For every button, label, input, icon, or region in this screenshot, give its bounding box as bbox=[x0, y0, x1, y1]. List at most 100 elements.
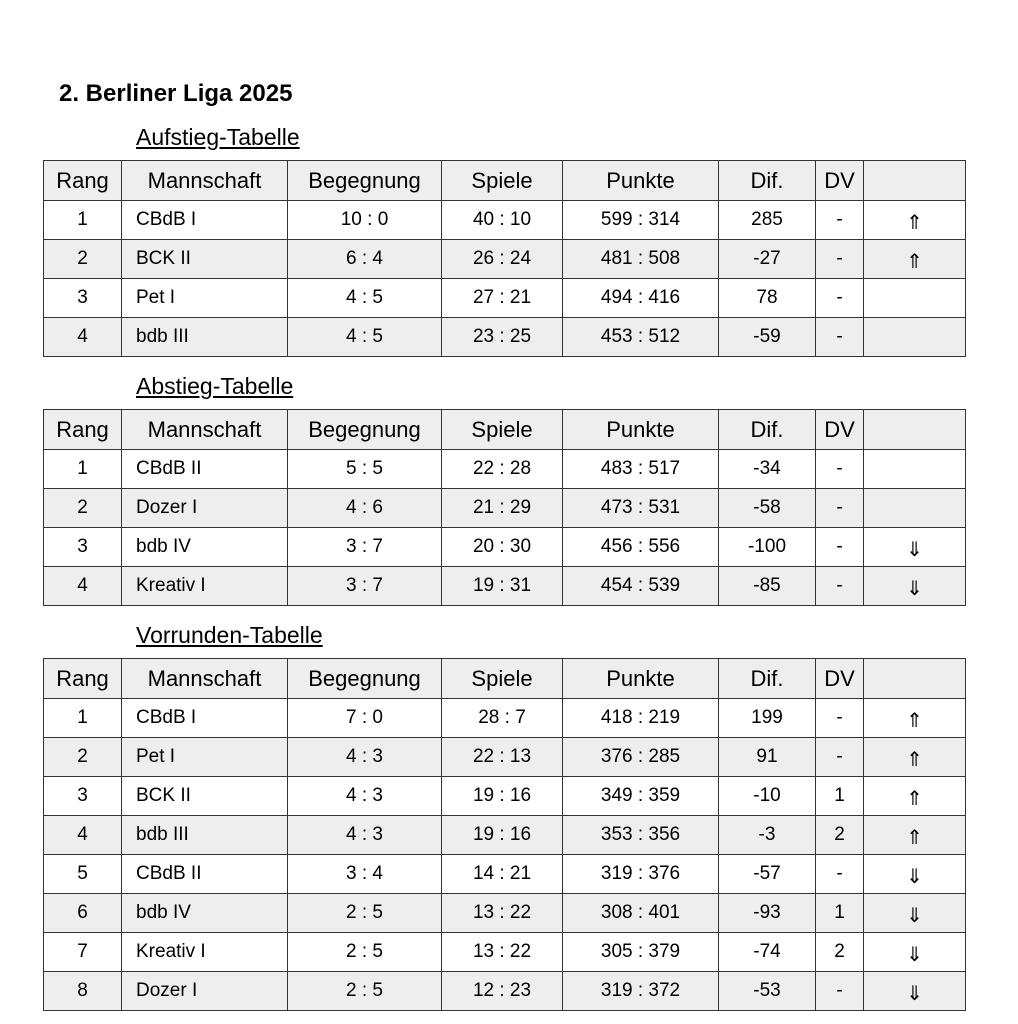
table-cell: 22 : 28 bbox=[441, 449, 563, 489]
table-cell: - bbox=[815, 278, 864, 318]
column-header: Spiele bbox=[441, 409, 563, 450]
table-cell: 454 : 539 bbox=[562, 566, 719, 606]
table-cell: 305 : 379 bbox=[562, 932, 719, 972]
trend-cell bbox=[863, 488, 966, 528]
standings-table: Rang Mannschaft Begegnung Spiele Punkte Dif. D… bbox=[43, 160, 966, 357]
table-cell: - bbox=[815, 737, 864, 777]
table-cell: 21 : 29 bbox=[441, 488, 563, 528]
table-cell: BCK II bbox=[121, 239, 288, 279]
column-header: Rang bbox=[43, 658, 122, 699]
table-cell: 2 : 5 bbox=[287, 971, 442, 1011]
table-cell: 3 : 4 bbox=[287, 854, 442, 894]
table-cell: 199 bbox=[718, 698, 816, 738]
column-header: Punkte bbox=[562, 409, 719, 450]
column-header: Punkte bbox=[562, 658, 719, 699]
table-cell: 26 : 24 bbox=[441, 239, 563, 279]
table-cell: 12 : 23 bbox=[441, 971, 563, 1011]
table-cell: 3 bbox=[43, 776, 122, 816]
arrow-up-icon: ⇑ bbox=[863, 776, 966, 816]
table-cell: 6 bbox=[43, 893, 122, 933]
table-cell: 599 : 314 bbox=[562, 200, 719, 240]
table-cell: 19 : 16 bbox=[441, 776, 563, 816]
table-cell: -3 bbox=[718, 815, 816, 855]
arrow-down-icon: ⇓ bbox=[863, 854, 966, 894]
arrow-down-icon: ⇓ bbox=[863, 932, 966, 972]
table-cell: 4 bbox=[43, 317, 122, 357]
table-row: 2 BCK II 6 : 4 26 : 24 481 : 508 -27- ⇑ bbox=[43, 239, 966, 279]
column-header: Dif. bbox=[718, 658, 816, 699]
table-row: 5 CBdB II 3 : 4 14 : 21 319 : 376 -57- ⇓ bbox=[43, 854, 966, 894]
table-cell: 3 : 7 bbox=[287, 527, 442, 567]
table-cell: Kreativ I bbox=[121, 932, 288, 972]
table-cell: 456 : 556 bbox=[562, 527, 719, 567]
column-header bbox=[863, 409, 966, 450]
table-cell: 418 : 219 bbox=[562, 698, 719, 738]
column-header bbox=[863, 658, 966, 699]
standings-table: Rang Mannschaft Begegnung Spiele Punkte Dif. D… bbox=[43, 658, 966, 1011]
table-cell: 353 : 356 bbox=[562, 815, 719, 855]
table-row: 1 CBdB I 10 : 0 40 : 10 599 : 314 285- ⇑ bbox=[43, 200, 966, 240]
table-cell: 2 bbox=[43, 239, 122, 279]
table-cell: 453 : 512 bbox=[562, 317, 719, 357]
table-cell: 483 : 517 bbox=[562, 449, 719, 489]
table-row: 3 BCK II 4 : 3 19 : 16 349 : 359 -10 1 ⇑ bbox=[43, 776, 966, 816]
table-cell: 3 bbox=[43, 278, 122, 318]
table-cell: -53 bbox=[718, 971, 816, 1011]
standings-table: Rang Mannschaft Begegnung Spiele Punkte Dif. D… bbox=[43, 409, 966, 606]
column-header: DV bbox=[815, 658, 864, 699]
column-header: Rang bbox=[43, 409, 122, 450]
table-cell: 28 : 7 bbox=[441, 698, 563, 738]
table-cell: 2 bbox=[815, 932, 864, 972]
table-cell: 5 : 5 bbox=[287, 449, 442, 489]
column-header: Mannschaft bbox=[121, 160, 288, 201]
table-cell: bdb IV bbox=[121, 893, 288, 933]
table-row: 3 bdb IV 3 : 7 20 : 30 456 : 556 -100- ⇓ bbox=[43, 527, 966, 567]
table-cell: 22 : 13 bbox=[441, 737, 563, 777]
table-title: Abstieg-Tabelle bbox=[136, 373, 294, 399]
table-cell: 319 : 372 bbox=[562, 971, 719, 1011]
table-cell: 2 bbox=[43, 737, 122, 777]
table-cell: 1 bbox=[815, 776, 864, 816]
table-cell: 376 : 285 bbox=[562, 737, 719, 777]
column-header: Rang bbox=[43, 160, 122, 201]
table-cell: 2 : 5 bbox=[287, 932, 442, 972]
table-cell: - bbox=[815, 854, 864, 894]
table-cell: -74 bbox=[718, 932, 816, 972]
table-cell: bdb III bbox=[121, 815, 288, 855]
table-cell: 78 bbox=[718, 278, 816, 318]
table-row: 6 bdb IV 2 : 5 13 : 22 308 : 401 -93 1 ⇓ bbox=[43, 893, 966, 933]
table-row: 1 CBdB II 5 : 5 22 : 28 483 : 517 -34- bbox=[43, 449, 966, 489]
arrow-down-icon: ⇓ bbox=[863, 527, 966, 567]
table-cell: 481 : 508 bbox=[562, 239, 719, 279]
column-header: Begegnung bbox=[287, 160, 442, 201]
table-cell: 13 : 22 bbox=[441, 893, 563, 933]
column-header: DV bbox=[815, 409, 864, 450]
column-header: Spiele bbox=[441, 658, 563, 699]
table-cell: -10 bbox=[718, 776, 816, 816]
table-cell: 308 : 401 bbox=[562, 893, 719, 933]
table-cell: 2 bbox=[815, 815, 864, 855]
trend-cell bbox=[863, 278, 966, 318]
column-header: Mannschaft bbox=[121, 409, 288, 450]
column-header bbox=[863, 160, 966, 201]
table-cell: BCK II bbox=[121, 776, 288, 816]
column-header: Begegnung bbox=[287, 658, 442, 699]
table-cell: Dozer I bbox=[121, 971, 288, 1011]
table-cell: 285 bbox=[718, 200, 816, 240]
table-cell: 3 bbox=[43, 527, 122, 567]
page-title: 2. Berliner Liga 2025 bbox=[59, 80, 293, 107]
table-cell: 91 bbox=[718, 737, 816, 777]
table-cell: 2 : 5 bbox=[287, 893, 442, 933]
header-row: Rang Mannschaft Begegnung Spiele Punkte Dif. D… bbox=[43, 409, 966, 450]
table-cell: 2 bbox=[43, 488, 122, 528]
table-cell: 4 : 3 bbox=[287, 776, 442, 816]
table-cell: - bbox=[815, 527, 864, 567]
column-header: Mannschaft bbox=[121, 658, 288, 699]
table-cell: CBdB II bbox=[121, 854, 288, 894]
arrow-up-icon: ⇑ bbox=[863, 815, 966, 855]
table-row: 4 bdb III 4 : 3 19 : 16 353 : 356 -3 2 ⇑ bbox=[43, 815, 966, 855]
table-cell: CBdB I bbox=[121, 698, 288, 738]
